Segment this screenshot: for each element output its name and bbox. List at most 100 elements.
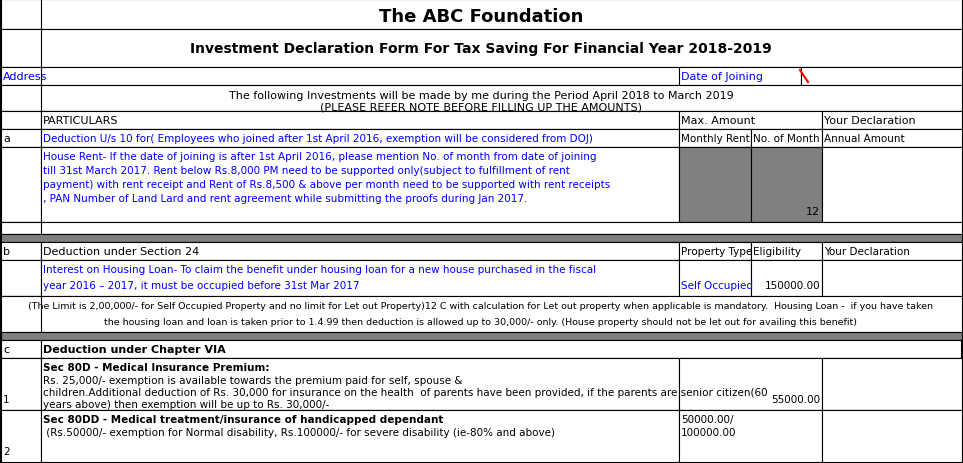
Text: 150000.00: 150000.00 — [765, 281, 820, 290]
Text: Deduction under Section 24: Deduction under Section 24 — [43, 246, 199, 257]
Text: year 2016 – 2017, it must be occupied before 31st Mar 2017: year 2016 – 2017, it must be occupied be… — [43, 281, 359, 290]
Bar — [1, 30, 962, 68]
Text: Deduction U/s 10 for( Employees who joined after 1st April 2016, exemption will : Deduction U/s 10 for( Employees who join… — [43, 134, 593, 144]
Text: children.Additional deduction of Rs. 30,000 for insurance on the health  of pare: children.Additional deduction of Rs. 30,… — [43, 387, 768, 397]
Bar — [1, 148, 41, 223]
Bar — [41, 112, 679, 130]
Text: 12: 12 — [806, 206, 820, 217]
Bar — [41, 148, 679, 223]
Bar — [822, 410, 962, 462]
Text: Deduction under Chapter VIA: Deduction under Chapter VIA — [43, 344, 225, 354]
Text: , PAN Number of Land Lard and rent agreement while submitting the proofs during : , PAN Number of Land Lard and rent agree… — [43, 194, 528, 204]
Text: No. of Month: No. of Month — [753, 134, 820, 144]
Text: House Rent- If the date of joining is after 1st April 2016, please mention No. o: House Rent- If the date of joining is af… — [43, 152, 596, 162]
Text: Self Occupied: Self Occupied — [681, 281, 753, 290]
Text: payment) with rent receipt and Rent of Rs.8,500 & above per month need to be sup: payment) with rent receipt and Rent of R… — [43, 180, 611, 189]
Text: till 31st March 2017. Rent below Rs.8,000 PM need to be supported only(subject t: till 31st March 2017. Rent below Rs.8,00… — [43, 166, 570, 175]
Bar — [1, 0, 41, 30]
Text: Rs. 25,000/- exemption is available towards the premium paid for self, spouse &: Rs. 25,000/- exemption is available towa… — [43, 375, 462, 385]
Bar — [679, 410, 822, 462]
Text: Eligibility: Eligibility — [753, 246, 801, 257]
Text: 1: 1 — [3, 394, 10, 404]
Bar — [1, 243, 41, 260]
Bar — [1, 86, 962, 112]
Bar — [1, 0, 962, 30]
Bar — [679, 243, 751, 260]
Bar — [751, 260, 822, 296]
Text: (The Limit is 2,00,000/- for Self Occupied Property and no limit for Let out Pro: (The Limit is 2,00,000/- for Self Occupi… — [29, 301, 933, 310]
Text: 100000.00: 100000.00 — [681, 427, 737, 437]
Bar — [679, 260, 751, 296]
Text: Property Type: Property Type — [681, 246, 752, 257]
Bar — [1, 260, 41, 296]
Bar — [679, 130, 751, 148]
Bar — [41, 410, 679, 462]
Bar — [41, 260, 679, 296]
Bar — [1, 30, 41, 68]
Text: (PLEASE REFER NOTE BEFORE FILLING UP THE AMOUNTS): (PLEASE REFER NOTE BEFORE FILLING UP THE… — [320, 103, 642, 113]
Bar — [1, 296, 41, 332]
Bar — [679, 358, 822, 410]
Bar — [822, 260, 962, 296]
Text: a: a — [3, 134, 10, 144]
Text: the housing loan and loan is taken prior to 1.4.99 then deduction is allowed up : the housing loan and loan is taken prior… — [105, 317, 857, 326]
Text: The ABC Foundation: The ABC Foundation — [378, 8, 584, 26]
Bar — [801, 68, 962, 86]
Bar — [1, 223, 41, 234]
Bar — [1, 130, 962, 148]
Text: Your Declaration: Your Declaration — [824, 116, 916, 126]
Text: 55000.00: 55000.00 — [770, 394, 820, 404]
Text: 50000.00/: 50000.00/ — [681, 414, 734, 424]
Text: Your Declaration: Your Declaration — [824, 246, 910, 257]
Bar — [1, 340, 962, 358]
Text: Monthly Rent: Monthly Rent — [681, 134, 750, 144]
Bar — [1, 130, 41, 148]
Text: Date of Joining: Date of Joining — [681, 72, 763, 82]
Bar — [41, 243, 679, 260]
Bar — [1, 112, 962, 130]
Text: Investment Declaration Form For Tax Saving For Financial Year 2018-2019: Investment Declaration Form For Tax Savi… — [190, 42, 772, 56]
Bar — [1, 112, 41, 130]
Text: Max. Amount: Max. Amount — [681, 116, 755, 126]
Bar — [822, 358, 962, 410]
Bar — [1, 68, 962, 86]
Bar — [679, 112, 822, 130]
Text: years above) then exemption will be up to Rs. 30,000/-: years above) then exemption will be up t… — [43, 399, 329, 409]
Bar — [679, 148, 751, 223]
Bar — [751, 148, 822, 223]
Bar — [1, 296, 962, 332]
Bar — [1, 68, 41, 86]
Bar — [41, 358, 679, 410]
Bar — [822, 148, 962, 223]
Bar — [1, 358, 962, 410]
Bar — [822, 112, 962, 130]
Text: Interest on Housing Loan- To claim the benefit under housing loan for a new hous: Interest on Housing Loan- To claim the b… — [43, 264, 596, 275]
Bar — [751, 130, 822, 148]
Bar — [679, 68, 801, 86]
Bar — [1, 332, 962, 340]
Bar — [751, 243, 822, 260]
Bar — [1, 223, 962, 234]
Text: Sec 80DD - Medical treatment/insurance of handicapped dependant: Sec 80DD - Medical treatment/insurance o… — [43, 414, 443, 424]
Bar — [1, 148, 962, 223]
Text: Annual Amount: Annual Amount — [824, 134, 904, 144]
Text: (Rs.50000/- exemption for Normal disability, Rs.100000/- for severe disability (: (Rs.50000/- exemption for Normal disabil… — [43, 427, 555, 437]
Text: 2: 2 — [3, 446, 10, 456]
Bar — [1, 86, 41, 112]
Bar — [41, 340, 961, 358]
Bar — [1, 340, 41, 358]
Bar — [822, 130, 962, 148]
Bar — [1, 260, 962, 296]
Text: c: c — [3, 344, 9, 354]
Text: PARTICULARS: PARTICULARS — [43, 116, 118, 126]
Bar — [1, 234, 962, 243]
Bar — [1, 243, 962, 260]
Bar — [1, 358, 41, 410]
Bar — [41, 130, 679, 148]
Text: Address: Address — [3, 72, 47, 82]
Bar — [1, 410, 962, 462]
Bar — [1, 410, 41, 462]
Text: Sec 80D - Medical Insurance Premium:: Sec 80D - Medical Insurance Premium: — [43, 362, 270, 372]
Text: The following Investments will be made by me during the Period April 2018 to Mar: The following Investments will be made b… — [228, 91, 734, 101]
Text: b: b — [3, 246, 10, 257]
